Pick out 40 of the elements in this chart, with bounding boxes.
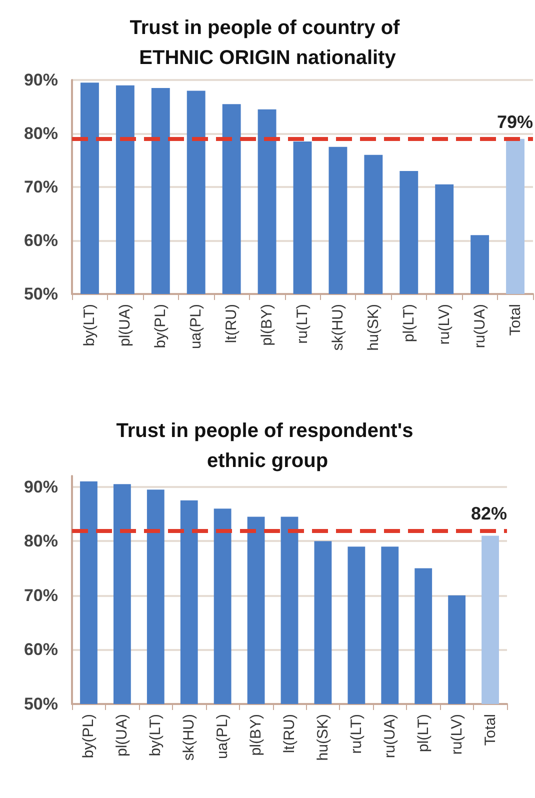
x-tick-label: pl(UA) [114,714,131,757]
x-tick-label: Total [482,714,499,746]
x-tick-label: pl(BY) [258,304,276,346]
y-tick-label: 60% [24,231,58,250]
y-tick-label: 90% [24,70,58,90]
ref-line-label: 79% [496,112,533,132]
x-tick-label: ru(LV) [448,714,466,755]
x-tick-label: by(PL) [80,714,98,758]
x-tick-label: by(LT) [81,304,98,346]
x-tick-label: hu(SK) [314,714,332,761]
x-tick-label: ua(PL) [214,714,232,760]
x-tick-label: pl(LT) [400,304,418,342]
y-tick-label: 80% [24,124,58,143]
x-tick-label: Total [506,304,524,336]
x-tick-label: ru(LT) [348,714,365,754]
y-tick-label: 50% [24,694,58,714]
x-tick-label: ru(LT) [294,304,311,344]
x-tick-label: ru(LV) [436,304,453,345]
x-tick-label: hu(SK) [364,304,382,351]
y-tick-label: 70% [24,178,58,196]
x-tick-label: pl(UA) [116,304,134,347]
x-tick-label: lt(RU) [223,304,240,344]
x-tick-label: ru(UA) [381,714,398,758]
chart-title: Trust in people of country of ETHNIC ORIGIN nationality [130,17,406,69]
ref-line-label: 82% [470,503,507,524]
x-tick-label: by(PL) [152,304,170,348]
x-tick-label: pl(LT) [414,714,432,752]
y-tick-label: 50% [24,284,58,304]
y-tick-label: 80% [24,532,58,551]
x-tick-label: by(LT) [147,714,164,756]
y-tick-label: 70% [24,586,58,605]
y-tick-label: 60% [24,640,58,660]
x-tick-label: ru(UA) [471,304,488,348]
x-tick-label: pl(BY) [248,714,265,756]
x-tick-label: lt(RU) [281,714,298,754]
x-tick-label: sk(HU) [329,304,346,351]
x-tick-label: ua(PL) [188,304,205,350]
x-tick-label: sk(HU) [180,714,198,761]
chart-title: Trust in people of respondent's ethnic group [116,420,419,472]
y-tick-label: 90% [24,477,58,496]
